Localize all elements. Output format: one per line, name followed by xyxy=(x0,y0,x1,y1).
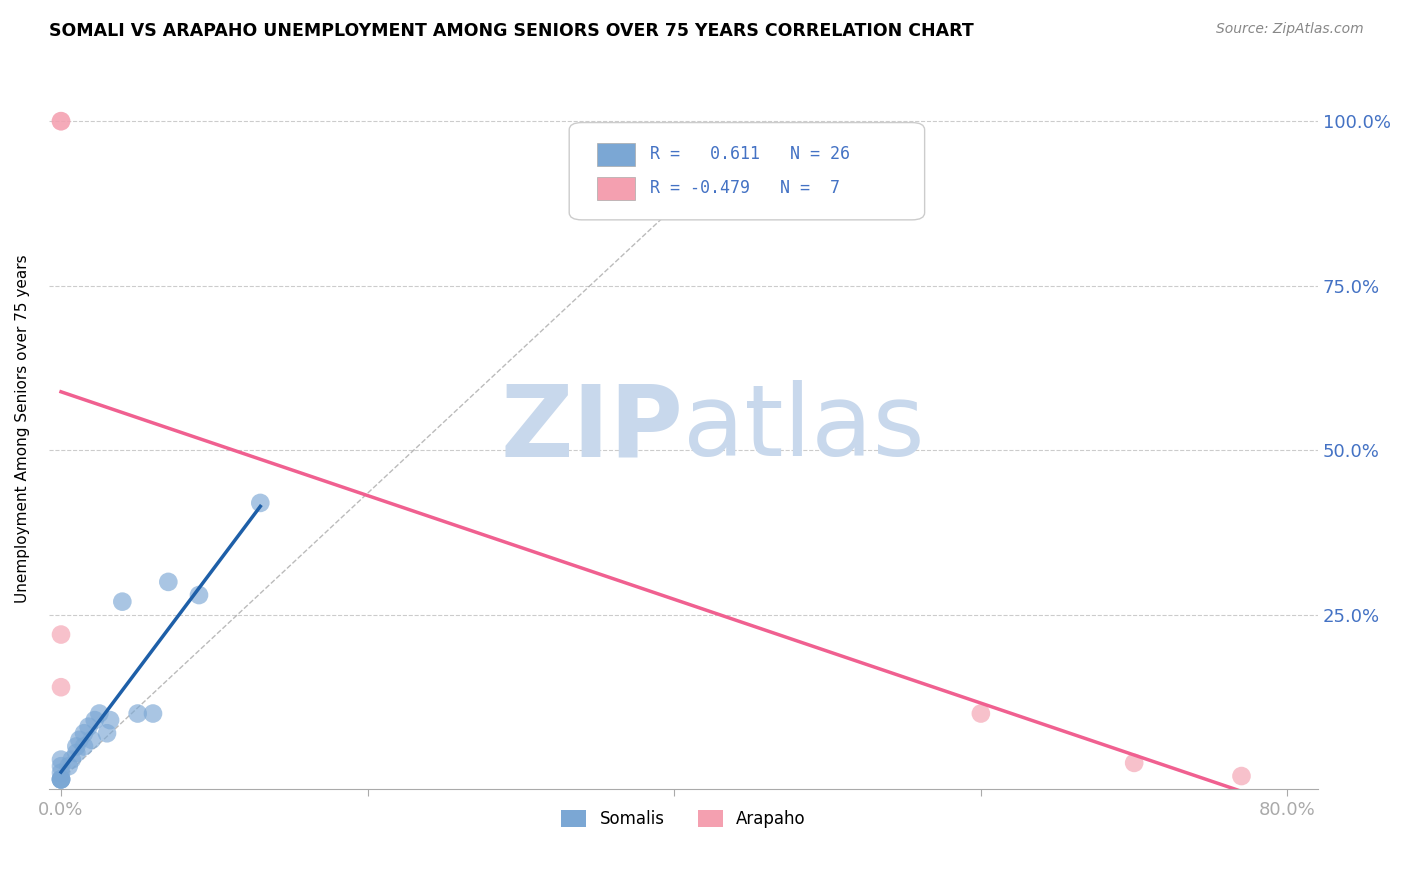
Point xyxy=(49,759,72,773)
Point xyxy=(157,574,180,589)
Text: SOMALI VS ARAPAHO UNEMPLOYMENT AMONG SENIORS OVER 75 YEARS CORRELATION CHART: SOMALI VS ARAPAHO UNEMPLOYMENT AMONG SEN… xyxy=(49,22,974,40)
Y-axis label: Unemployment Among Seniors over 75 years: Unemployment Among Seniors over 75 years xyxy=(15,254,30,603)
FancyBboxPatch shape xyxy=(569,122,925,219)
Point xyxy=(142,706,165,721)
Point xyxy=(127,706,149,721)
Point xyxy=(98,713,121,727)
Point xyxy=(60,753,83,767)
Point xyxy=(49,114,72,128)
Point xyxy=(188,588,211,602)
FancyBboxPatch shape xyxy=(598,143,636,166)
Point xyxy=(65,739,87,754)
Point xyxy=(67,732,90,747)
Point xyxy=(49,680,72,694)
Text: ZIP: ZIP xyxy=(501,380,683,477)
Point xyxy=(89,706,111,721)
Point xyxy=(80,732,103,747)
Point xyxy=(970,706,993,721)
Point xyxy=(65,746,87,760)
Text: R = -0.479   N =  7: R = -0.479 N = 7 xyxy=(651,179,841,197)
Text: atlas: atlas xyxy=(683,380,925,477)
Point xyxy=(49,772,72,787)
Point xyxy=(77,720,100,734)
Point xyxy=(1230,769,1253,783)
Point xyxy=(49,772,72,787)
FancyBboxPatch shape xyxy=(598,177,636,200)
Point xyxy=(49,772,72,787)
Point xyxy=(49,765,72,780)
Point xyxy=(49,114,72,128)
Point xyxy=(73,739,96,754)
Point xyxy=(73,726,96,740)
Point xyxy=(49,753,72,767)
Point xyxy=(58,759,80,773)
Point xyxy=(96,726,118,740)
Text: Source: ZipAtlas.com: Source: ZipAtlas.com xyxy=(1216,22,1364,37)
Point xyxy=(49,772,72,787)
Legend: Somalis, Arapaho: Somalis, Arapaho xyxy=(554,804,813,835)
Point xyxy=(83,713,105,727)
Point xyxy=(49,627,72,641)
Point xyxy=(111,594,134,608)
Text: R =   0.611   N = 26: R = 0.611 N = 26 xyxy=(651,145,851,163)
Point xyxy=(249,496,271,510)
Point xyxy=(1123,756,1146,770)
